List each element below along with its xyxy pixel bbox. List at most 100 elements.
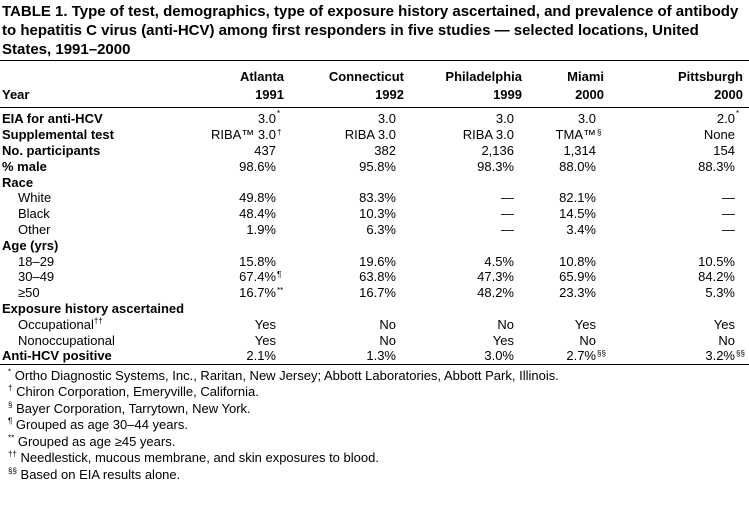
cell-text: 2.1% <box>246 348 276 364</box>
table-row: % male 98.6% 95.8% 98.3% 88.0% 88.3% <box>0 158 749 174</box>
table-cell <box>410 174 528 190</box>
table-cell <box>190 174 290 190</box>
table-row: Race <box>0 174 749 190</box>
table-cell: 82.1% <box>528 190 610 206</box>
table-row: No. participants 437 382 2,136 1,314 154 <box>0 143 749 159</box>
footnote-mark: ** <box>8 433 15 443</box>
row-label-text: White <box>18 190 52 206</box>
table-cell: — <box>610 222 749 238</box>
cell-text: 49.8% <box>239 190 276 206</box>
column-year: 1992 <box>375 86 404 102</box>
cell-text: 47.3% <box>477 269 514 285</box>
cell-text: 65.9% <box>559 269 596 285</box>
footnote: § Bayer Corporation, Tarrytown, New York… <box>2 401 745 418</box>
header-row: Year 1991 1992 1999 2000 2000 <box>0 85 749 108</box>
table-cell: RIBA™ 3.0 † <box>210 127 282 143</box>
table-cell: 5.3% <box>610 285 749 301</box>
table-cell: 3.0% <box>410 348 528 364</box>
row-label: EIA for anti-HCV <box>0 108 190 127</box>
table-cell: — <box>610 190 749 206</box>
row-label-text: Nonoccupational <box>18 332 115 348</box>
cell-text: 98.6% <box>239 158 276 174</box>
table-cell <box>410 301 528 317</box>
cell-text: — <box>501 190 514 206</box>
table-cell <box>610 301 749 317</box>
footnote-text: Grouped as age 30–44 years. <box>15 417 188 433</box>
cell-text: 67.4% <box>239 269 276 285</box>
footnote-mark: § <box>8 400 13 410</box>
table-cell: No <box>410 316 528 332</box>
table-cell: Yes <box>528 316 610 332</box>
cell-text: Yes <box>713 316 735 332</box>
cell-text: 48.4% <box>239 206 276 222</box>
cell-text: 16.7% <box>359 285 396 301</box>
table-cell: 88.3% <box>610 158 749 174</box>
cell-text: — <box>722 190 735 206</box>
header-row: Atlanta Connecticut Philadelphia Miami Pitts… <box>0 61 749 86</box>
cell-text: — <box>722 221 735 237</box>
table-row: Exposure history ascertained <box>0 301 749 317</box>
table-cell <box>528 174 610 190</box>
table-cell: 3.4% <box>528 222 610 238</box>
table-cell: — <box>410 206 528 222</box>
table-header: Atlanta Connecticut Philadelphia Miami Pitts… <box>0 60 749 108</box>
footnote-text: Ortho Diagnostic Systems, Inc., Raritan,… <box>14 367 559 383</box>
table-cell: 6.3% <box>290 222 410 238</box>
row-label: 18–29 <box>0 253 190 269</box>
footnote: †† Needlestick, mucous membrane, and ski… <box>2 450 745 467</box>
cell-text: 2.7% <box>566 348 596 364</box>
cell-text: 4.5% <box>484 253 514 269</box>
cell-text: No <box>579 332 596 348</box>
table-cell: 2.1% <box>190 348 290 364</box>
table-cell: None <box>610 127 749 143</box>
cell-text: 19.6% <box>359 253 396 269</box>
table-cell: 15.8% <box>190 253 290 269</box>
footnote: † Chiron Corporation, Emeryville, Califo… <box>2 384 745 401</box>
footnote-text: Based on EIA results alone. <box>20 466 181 482</box>
data-table: Atlanta Connecticut Philadelphia Miami Pitts… <box>0 60 749 365</box>
cell-text: No <box>497 316 514 332</box>
table-cell: — <box>610 206 749 222</box>
row-label: Occupational†† <box>0 316 190 332</box>
row-label: No. participants <box>0 143 190 159</box>
cell-text: 15.8% <box>239 253 276 269</box>
table-cell: 2.0 * <box>716 109 740 127</box>
cell-text: 82.1% <box>559 190 596 206</box>
table-row: EIA for anti-HCV 3.0 * 3.0 3.0 3.0 2.0 * <box>0 108 749 127</box>
table-row: 18–29 15.8% 19.6% 4.5% 10.8% 10.5% <box>0 253 749 269</box>
table-cell: TMA™ § <box>555 127 602 143</box>
table-title: TABLE 1. Type of test, demographics, typ… <box>2 3 739 58</box>
table-cell: 2,136 <box>410 143 528 159</box>
table-cell: 83.3% <box>290 190 410 206</box>
table-row: Occupational†† Yes No No Yes Yes <box>0 316 749 332</box>
cell-text: 83.3% <box>359 190 396 206</box>
cell-text: 3.0 <box>577 111 596 127</box>
table-cell: 65.9% <box>528 269 610 285</box>
cell-text: 6.3% <box>366 221 396 237</box>
table-cell: 1.3% <box>290 348 410 364</box>
cell-text: TMA™ <box>555 127 596 143</box>
table-cell: 88.0% <box>528 158 610 174</box>
table-cell: 10.5% <box>610 253 749 269</box>
table-cell: 1,314 <box>528 143 610 159</box>
table-cell: 3.2% §§ <box>705 348 745 364</box>
cell-text: 2,136 <box>481 142 514 158</box>
column-location: Pittsburgh <box>678 68 743 84</box>
cell-text: RIBA 3.0 <box>462 127 514 143</box>
table-cell: Yes <box>610 316 749 332</box>
cell-text: 382 <box>374 142 396 158</box>
table-cell: No <box>290 332 410 348</box>
row-label-text: Occupational <box>18 316 94 332</box>
footnote: * Ortho Diagnostic Systems, Inc., Rarita… <box>2 368 745 385</box>
footnote: ¶ Grouped as age 30–44 years. <box>2 417 745 434</box>
cell-text: None <box>703 127 735 143</box>
cell-text: 48.2% <box>477 285 514 301</box>
row-label: Nonoccupational <box>0 332 190 348</box>
table-cell: 84.2% <box>610 269 749 285</box>
table-cell: 19.6% <box>290 253 410 269</box>
table-row: Anti-HCV positive 2.1% 1.3% 3.0% 2.7% §§ 3.2% §… <box>0 348 749 364</box>
table-cell <box>528 237 610 253</box>
cell-text: 3.2% <box>705 348 735 364</box>
table-cell: — <box>410 222 528 238</box>
